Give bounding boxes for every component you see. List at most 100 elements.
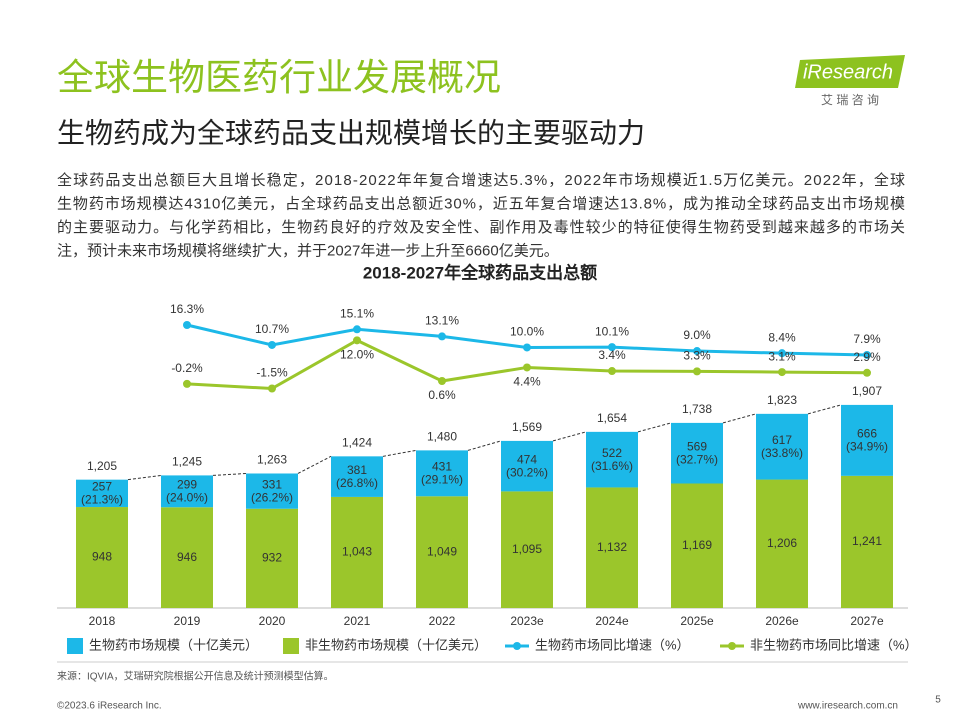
connector bbox=[382, 449, 417, 457]
share-label: (26.8%) bbox=[336, 476, 378, 490]
segment-label: 666 bbox=[857, 427, 877, 441]
line-label: 3.1% bbox=[768, 349, 796, 363]
source: 来源：IQVIA，艾瑞研究院根据公开信息及统计预测模型估算。 bbox=[57, 670, 334, 683]
line-marker bbox=[693, 347, 701, 356]
line-label: 12.0% bbox=[340, 348, 374, 362]
share-label: (29.1%) bbox=[421, 473, 463, 487]
bar-segment bbox=[841, 404, 893, 476]
line-label: 8.4% bbox=[768, 330, 796, 344]
legend-label: 生物药市场规模（十亿美元） bbox=[89, 637, 258, 652]
segment-label: 617 bbox=[772, 433, 792, 447]
bar-segment bbox=[161, 507, 213, 608]
segment-label: 946 bbox=[177, 550, 197, 564]
bar-segment bbox=[671, 422, 723, 484]
line-marker bbox=[353, 325, 361, 334]
line-marker bbox=[183, 379, 191, 388]
segment-label: 1,132 bbox=[597, 540, 627, 554]
segment-label: 1,169 bbox=[682, 538, 712, 552]
line-marker bbox=[778, 349, 786, 358]
total-label: 1,738 bbox=[682, 402, 712, 416]
line-marker bbox=[863, 368, 871, 377]
total-label: 1,245 bbox=[172, 455, 202, 469]
line-label: -0.2% bbox=[171, 361, 203, 375]
segment-label: 474 bbox=[517, 452, 537, 466]
line-marker bbox=[438, 377, 446, 386]
bar-segment bbox=[671, 483, 723, 608]
bar-segment bbox=[501, 491, 553, 608]
bar-segment bbox=[76, 507, 128, 608]
bar-segment bbox=[416, 450, 468, 497]
line-label: 13.1% bbox=[425, 314, 459, 328]
x-tick-label: 2022 bbox=[429, 614, 456, 628]
connector bbox=[467, 440, 502, 451]
paragraph-line: 全球药品支出总额巨大且增长稳定，2018-2022年年复合增速达5.3%，202… bbox=[57, 171, 905, 189]
segment-label: 381 bbox=[347, 463, 367, 477]
paragraph-line: 注，预计未来市场规模将继续扩大，并于2027年进一步上升至6660亿美元。 bbox=[57, 242, 559, 259]
line-label: -1.5% bbox=[256, 366, 288, 380]
line-marker bbox=[608, 343, 616, 352]
legend-label: 非生物药市场规模（十亿美元） bbox=[305, 637, 487, 652]
total-label: 1,654 bbox=[597, 411, 627, 425]
logo: iResearch bbox=[803, 61, 893, 83]
bar-segment bbox=[416, 496, 468, 608]
x-tick-label: 2024e bbox=[595, 614, 629, 628]
line-marker bbox=[863, 350, 871, 359]
page-title: 全球生物医药行业发展概况 bbox=[57, 57, 501, 98]
legend-swatch bbox=[283, 638, 299, 654]
total-label: 1,263 bbox=[257, 453, 287, 467]
segment-label: 1,043 bbox=[342, 545, 372, 559]
line-marker bbox=[268, 340, 276, 349]
x-tick-label: 2020 bbox=[259, 614, 286, 628]
legend-swatch bbox=[67, 638, 83, 654]
share-label: (21.3%) bbox=[81, 493, 123, 507]
x-tick-label: 2025e bbox=[680, 614, 714, 628]
line-label: 9.0% bbox=[683, 328, 711, 342]
segment-label: 1,241 bbox=[852, 534, 882, 548]
bar-segment bbox=[246, 473, 298, 509]
share-label: (30.2%) bbox=[506, 465, 548, 479]
x-tick-label: 2023e bbox=[510, 614, 544, 628]
bar-segment bbox=[76, 479, 128, 508]
total-label: 1,907 bbox=[852, 384, 882, 398]
total-label: 1,480 bbox=[427, 430, 457, 444]
total-label: 1,205 bbox=[87, 459, 117, 473]
bar-segment bbox=[756, 479, 808, 608]
connector bbox=[127, 474, 162, 481]
segment-label: 257 bbox=[92, 480, 112, 494]
segment-label: 1,206 bbox=[767, 536, 797, 550]
line-label: 16.3% bbox=[170, 302, 204, 316]
line-label: 10.0% bbox=[510, 325, 544, 339]
total-label: 1,569 bbox=[512, 420, 542, 434]
legend-dot bbox=[728, 642, 736, 650]
connector bbox=[722, 413, 757, 424]
line-marker bbox=[608, 367, 616, 376]
bar-segment bbox=[161, 475, 213, 508]
segment-label: 948 bbox=[92, 550, 112, 564]
legend-label: 生物药市场同比增速（%） bbox=[535, 637, 690, 652]
bar-segment bbox=[756, 413, 808, 480]
share-label: (24.0%) bbox=[166, 491, 208, 505]
line-marker bbox=[523, 363, 531, 372]
x-tick-label: 2018 bbox=[89, 614, 116, 628]
segment-label: 1,049 bbox=[427, 544, 457, 558]
total-label: 1,424 bbox=[342, 436, 372, 450]
line-marker bbox=[183, 321, 191, 329]
connector bbox=[807, 404, 842, 415]
paragraph-line: 的主要驱动力。与化学药相比，生物药良好的疗效及安全性、副作用及毒性较少的特征使得… bbox=[57, 218, 905, 236]
connector bbox=[637, 422, 672, 433]
url: www.iresearch.com.cn bbox=[797, 701, 898, 712]
bar-segment bbox=[841, 475, 893, 608]
connector bbox=[212, 472, 247, 476]
page-subtitle: 生物药成为全球药品支出规模增长的主要驱动力 bbox=[57, 117, 645, 148]
line-marker bbox=[778, 368, 786, 377]
page-number: 5 bbox=[935, 695, 941, 706]
paragraph-line: 生物药市场规模达4310亿美元，占全球药品支出总额近30%，近五年复合增速达13… bbox=[57, 194, 905, 212]
x-tick-label: 2027e bbox=[850, 614, 884, 628]
line-marker bbox=[353, 336, 361, 345]
line-label: 4.4% bbox=[513, 375, 541, 389]
legend-dot bbox=[513, 642, 521, 650]
share-label: (34.9%) bbox=[846, 440, 888, 454]
bar-segment bbox=[501, 440, 553, 492]
bar-segment bbox=[331, 496, 383, 608]
line-label: 3.4% bbox=[598, 348, 626, 362]
